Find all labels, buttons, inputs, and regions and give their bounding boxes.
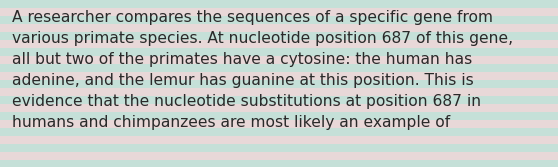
Text: A researcher compares the sequences of a specific gene from
various primate spec: A researcher compares the sequences of a… [12, 10, 513, 130]
